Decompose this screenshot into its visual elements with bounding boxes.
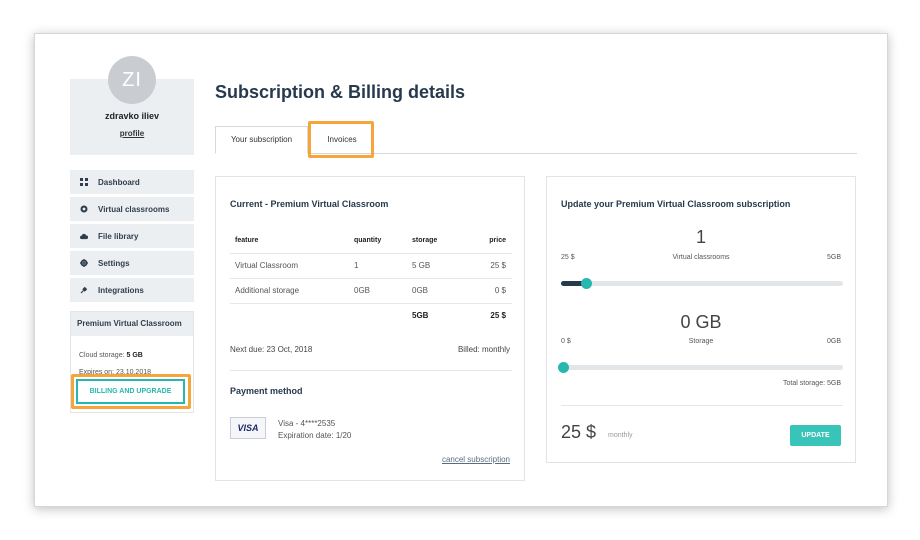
sidebar-item-settings[interactable]: Settings [70, 251, 194, 275]
classrooms-slider-handle[interactable] [580, 278, 592, 289]
highlight-frame [71, 374, 191, 409]
storage-min-label: 0 $ [561, 338, 571, 345]
table-cell [354, 303, 412, 328]
sidebar-item-label: Integrations [98, 285, 144, 295]
column-header: feature [230, 229, 354, 254]
cancel-subscription-link[interactable]: cancel subscription [441, 455, 510, 464]
expires-line: Expires on: 23.10.2018 [79, 369, 151, 376]
table-cell: 5 GB [412, 253, 467, 279]
next-due: Next due: 23 Oct, 2018 [230, 345, 313, 354]
table-cell: 25 $ [490, 311, 506, 321]
column-header: storage [412, 229, 467, 254]
monthly-price: 25 $ [561, 422, 597, 442]
sidebar-item-dashboard[interactable]: Dashboard [70, 170, 194, 194]
total-storage: Total storage: 5GB [783, 380, 841, 387]
tab-your-subscription[interactable]: Your subscription [215, 126, 308, 154]
storage-slider[interactable] [558, 362, 843, 373]
visa-card-icon: VISA [230, 417, 266, 439]
cloud-storage-line: Cloud storage: 5 GB [79, 352, 143, 359]
sidebar-item-label: Settings [98, 258, 130, 268]
divider [561, 405, 843, 406]
tab-invoices[interactable]: Invoices [327, 135, 357, 144]
tabs-divider [215, 153, 857, 154]
table-cell: Virtual Classroom [230, 253, 354, 279]
table-cell: 0GB [354, 278, 412, 304]
table-cell: Additional storage [230, 278, 354, 304]
sidebar-item-label: Dashboard [98, 177, 140, 187]
sidebar-item-label: Virtual classrooms [98, 204, 170, 214]
classrooms-slider-label: Virtual classrooms [672, 254, 730, 261]
table-cell: 0 $ [467, 278, 512, 304]
storage-amount: 0 GB [680, 312, 722, 332]
subscription-table: feature quantity storage price Virtual C… [230, 229, 512, 328]
divider [230, 370, 512, 371]
classrooms-count: 1 [695, 227, 706, 247]
price-period: monthly [608, 432, 633, 439]
grid-icon [80, 178, 88, 186]
highlight-frame [308, 121, 374, 158]
circle-dot-icon [80, 205, 88, 213]
table-cell: 25 $ [467, 253, 512, 279]
app-window: ZI zdravko iliev profile Dashboard Virtu… [34, 33, 888, 507]
profile-card: ZI zdravko iliev profile [70, 56, 194, 155]
profile-name: zdravko iliev [104, 111, 160, 121]
sidebar-item-virtual-classrooms[interactable]: Virtual classrooms [70, 197, 194, 221]
table-row: Additional storage 0GB 0GB 0 $ [230, 278, 512, 304]
cloud-storage-label: Cloud storage: [79, 352, 125, 359]
classrooms-slider[interactable] [561, 278, 843, 289]
gear-icon [80, 259, 88, 267]
table-cell: 1 [354, 253, 412, 279]
plan-title: Premium Virtual Classroom [71, 312, 193, 336]
payment-info: Visa - 4****2535 Expiration date: 1/20 [278, 418, 351, 442]
column-header: price [467, 229, 512, 254]
cloud-storage-value: 5 GB [126, 352, 143, 359]
sidebar-item-file-library[interactable]: File library [70, 224, 194, 248]
table-cell [230, 303, 354, 328]
page-title: Subscription & Billing details [215, 82, 466, 102]
update-button[interactable]: UPDATE [790, 425, 841, 446]
update-subscription-card: Update your Premium Virtual Classroom su… [546, 176, 856, 463]
sidebar-item-label: File library [98, 231, 139, 241]
avatar[interactable]: ZI [108, 56, 156, 104]
update-title: Update your Premium Virtual Classroom su… [561, 199, 791, 209]
plug-icon [80, 286, 88, 294]
classrooms-min-label: 25 $ [561, 254, 575, 261]
billing-cycle: Billed: monthly [457, 345, 510, 354]
card-number: Visa - 4****2535 [278, 419, 336, 428]
storage-max-label: 0GB [826, 338, 841, 345]
sidebar-item-integrations[interactable]: Integrations [70, 278, 194, 302]
payment-method-title: Payment method [230, 386, 303, 396]
current-plan-title: Current - Premium Virtual Classroom [230, 199, 389, 209]
card-expiration: Expiration date: 1/20 [278, 431, 352, 440]
plan-summary: Premium Virtual Classroom Cloud storage:… [70, 311, 194, 413]
table-cell: 0GB [412, 278, 467, 304]
table-cell: 5GB [412, 311, 429, 321]
profile-link[interactable]: profile [119, 129, 145, 138]
storage-slider-label: Storage [688, 338, 714, 345]
cloud-icon [80, 232, 88, 240]
classrooms-max-label: 5GB [826, 254, 841, 261]
table-row: Virtual Classroom 1 5 GB 25 $ [230, 253, 512, 279]
billing-and-upgrade-button[interactable]: BILLING AND UPGRADE [76, 379, 185, 404]
table-total-row: 5GB 25 $ [230, 303, 512, 328]
storage-slider-handle[interactable] [558, 362, 569, 373]
table-header-row: feature quantity storage price [230, 229, 512, 254]
current-subscription-card: Current - Premium Virtual Classroom feat… [215, 176, 525, 481]
column-header: quantity [354, 229, 412, 254]
sidebar-menu: Dashboard Virtual classrooms File librar… [70, 170, 194, 305]
classrooms-slider-fill [561, 281, 587, 286]
